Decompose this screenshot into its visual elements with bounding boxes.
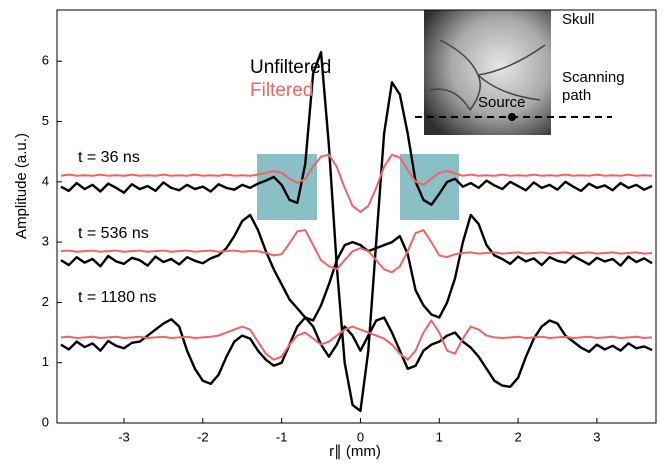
inset-label-box: Scanning path bbox=[562, 69, 625, 104]
skull-cracks bbox=[429, 39, 546, 111]
plot-frame bbox=[56, 9, 657, 424]
highlight-box bbox=[257, 154, 317, 220]
y-axis-label: Amplitude (a.u.) bbox=[13, 133, 30, 239]
series-label: t = 36 ns bbox=[78, 149, 140, 166]
unfiltered-line bbox=[60, 213, 653, 322]
x-tick-label: 1 bbox=[436, 429, 443, 444]
x-tick-label: 3 bbox=[593, 429, 600, 444]
y-tick-label: 4 bbox=[42, 173, 49, 188]
y-tick-label: 6 bbox=[42, 53, 49, 68]
series-label: t = 536 ns bbox=[78, 225, 149, 242]
filtered-line bbox=[60, 319, 653, 361]
filtered-line bbox=[60, 153, 653, 213]
x-tick-label: -2 bbox=[197, 429, 209, 444]
x-tick-label: 0 bbox=[357, 429, 364, 444]
y-tick-label: 3 bbox=[42, 234, 49, 249]
unfiltered-line bbox=[60, 316, 653, 389]
inset-label: Scanning path bbox=[562, 69, 625, 104]
inset-label: Skull bbox=[562, 11, 595, 28]
filtered-line bbox=[60, 229, 653, 274]
y-tick-label: 0 bbox=[42, 414, 49, 429]
source-dot bbox=[508, 113, 516, 121]
series-label: t = 1180 ns bbox=[78, 289, 156, 306]
y-tick-label: 2 bbox=[42, 294, 49, 309]
y-tick-label: 1 bbox=[42, 354, 49, 369]
x-axis-label: r∥ (mm) bbox=[329, 443, 381, 460]
x-tick-label: -1 bbox=[276, 429, 288, 444]
inset-label: Source bbox=[478, 94, 526, 111]
inset-photo: Skull Scanning path Source bbox=[415, 10, 625, 135]
x-tick-label: 2 bbox=[514, 429, 521, 444]
highlight-box bbox=[400, 154, 459, 220]
x-tick-label: -3 bbox=[118, 429, 130, 444]
y-tick-label: 5 bbox=[42, 113, 49, 128]
unfiltered-line bbox=[60, 51, 653, 413]
legend-entry: Filtered bbox=[250, 80, 313, 101]
legend-entry: Unfiltered bbox=[250, 57, 331, 78]
